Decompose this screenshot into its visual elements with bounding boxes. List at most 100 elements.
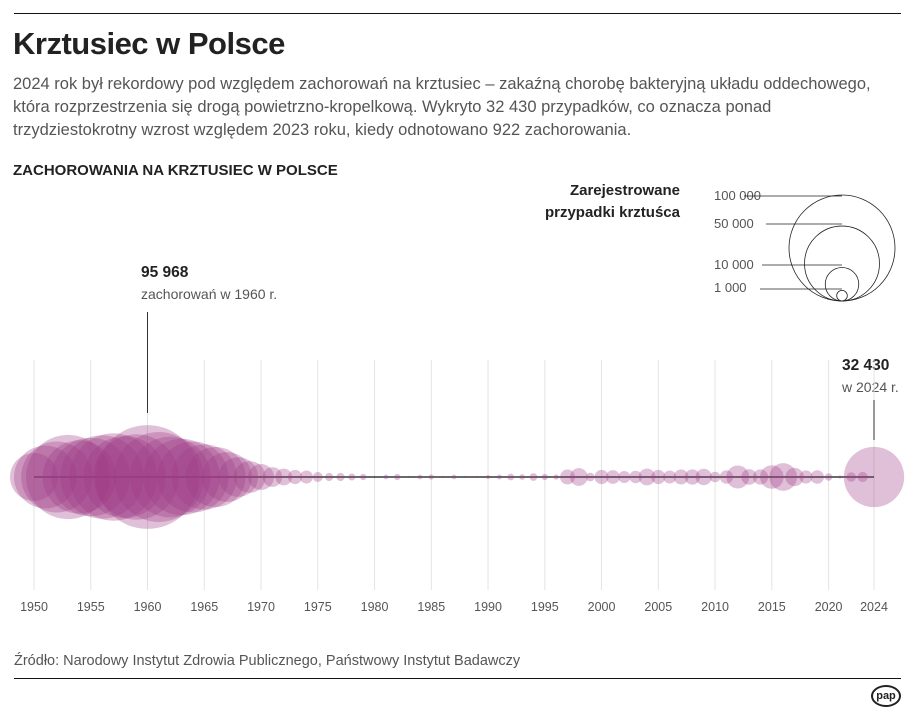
bubble-2017 xyxy=(785,467,804,487)
bubble-2021 xyxy=(838,475,842,479)
bubble-1983 xyxy=(407,475,410,479)
x-tick-label: 2020 xyxy=(815,600,843,614)
x-tick-label: 1950 xyxy=(20,600,48,614)
annotation-2024-value: 32 430 xyxy=(842,357,890,374)
bottom-rule xyxy=(14,678,901,679)
bubble-2010 xyxy=(709,471,721,483)
bubble-1987 xyxy=(451,474,457,480)
bubble-1992 xyxy=(507,473,515,481)
top-rule xyxy=(14,13,901,14)
bubble-2003 xyxy=(629,470,642,484)
bubble-2018 xyxy=(799,470,813,484)
bubble-2001 xyxy=(606,470,620,484)
x-tick-label: 1995 xyxy=(531,600,559,614)
bubble-1958 xyxy=(83,435,166,519)
bubble-1966 xyxy=(185,447,246,507)
bubble-2023 xyxy=(857,471,868,483)
annotation-1960-text: zachorowań w 1960 r. xyxy=(141,286,278,302)
bubble-1956 xyxy=(60,435,144,519)
bubble-1952 xyxy=(21,441,93,513)
bubble-2008 xyxy=(684,469,701,485)
bubble-1969 xyxy=(233,461,266,493)
bubble-1973 xyxy=(287,469,303,485)
bubble-2014 xyxy=(752,469,769,485)
bubble-1962 xyxy=(129,436,211,518)
bubble-1957 xyxy=(69,433,158,521)
x-tick-label: 1980 xyxy=(361,600,389,614)
bubble-1953 xyxy=(25,434,111,520)
legend-circle-100000 xyxy=(788,194,896,302)
bubble-1960 xyxy=(95,425,200,529)
bubble-2016 xyxy=(769,463,798,491)
legend-circle-1000 xyxy=(836,290,848,302)
bubble-1955 xyxy=(51,437,131,517)
bubble-2005 xyxy=(651,469,666,485)
legend-label-1000: 1 000 xyxy=(714,280,747,295)
bubble-1984 xyxy=(417,474,423,480)
bubble-2007 xyxy=(673,469,689,485)
legend-circle-10000 xyxy=(824,267,860,302)
legend-label-50000: 50 000 xyxy=(714,216,754,231)
bubble-1961 xyxy=(113,432,204,522)
bubble-2009 xyxy=(695,468,712,486)
bubble-1974 xyxy=(299,470,313,484)
annotation-1960-value: 95 968 xyxy=(141,264,189,281)
bubble-1959 xyxy=(93,434,179,520)
bubble-2000 xyxy=(594,469,609,485)
x-tick-label: 1955 xyxy=(77,600,105,614)
bubble-2024 xyxy=(843,446,905,508)
x-tick-label: 1965 xyxy=(190,600,218,614)
bubble-1995 xyxy=(541,473,548,481)
page-title: Krztusiec w Polsce xyxy=(13,26,285,61)
x-tick-label: 2015 xyxy=(758,600,786,614)
x-tick-label: 1975 xyxy=(304,600,332,614)
pap-logo: pap xyxy=(871,685,901,707)
bubble-2013 xyxy=(741,469,757,485)
annotation-2024-text: w 2024 r. xyxy=(842,379,899,395)
bubble-2012 xyxy=(726,465,750,489)
bubble-1967 xyxy=(202,452,252,502)
bubble-1990 xyxy=(486,474,491,480)
bubble-1963 xyxy=(143,438,220,516)
legend-circle-50000 xyxy=(804,225,880,302)
bubble-1991 xyxy=(496,474,502,480)
legend-label-100000: 100 000 xyxy=(714,188,761,203)
x-tick-label: 2000 xyxy=(588,600,616,614)
bubble-1964 xyxy=(157,441,229,513)
bubble-1988 xyxy=(464,475,467,479)
bubble-2019 xyxy=(810,470,825,484)
bubble-1975 xyxy=(312,471,323,483)
bubble-1972 xyxy=(275,468,293,486)
bubble-1993 xyxy=(519,474,526,480)
bubble-1968 xyxy=(218,457,259,497)
bubble-2002 xyxy=(618,470,631,484)
bubble-2020 xyxy=(824,473,833,481)
lead-text: 2024 rok był rekordowy pod względem zach… xyxy=(13,75,871,139)
bubble-1981 xyxy=(383,474,389,480)
bubble-1979 xyxy=(360,473,367,481)
bubble-1971 xyxy=(262,467,283,487)
x-tick-label: 1990 xyxy=(474,600,502,614)
bubble-1951 xyxy=(13,445,77,509)
bubble-1985 xyxy=(428,474,434,480)
bubble-2011 xyxy=(719,470,734,484)
bubble-1998 xyxy=(569,468,588,486)
bubble-2022 xyxy=(846,472,857,482)
bubble-1996 xyxy=(553,474,559,480)
source-note: Źródło: Narodowy Instytut Zdrowia Public… xyxy=(14,653,521,669)
x-tick-label: 2005 xyxy=(644,600,672,614)
x-tick-label: 2024 xyxy=(860,600,888,614)
x-tick-label: 1960 xyxy=(134,600,162,614)
bubble-1980 xyxy=(373,475,376,479)
bubble-1999 xyxy=(585,472,595,482)
x-tick-label: 1985 xyxy=(417,600,445,614)
bubble-1982 xyxy=(394,473,401,481)
bubble-1989 xyxy=(475,475,478,479)
bubble-1978 xyxy=(348,473,356,481)
chart-title: ZACHOROWANIA NA KRZTUSIEC W POLSCE xyxy=(13,162,338,179)
legend-label-10000: 10 000 xyxy=(714,257,754,272)
x-tick-label: 2010 xyxy=(701,600,729,614)
bubble-1954 xyxy=(42,440,117,514)
